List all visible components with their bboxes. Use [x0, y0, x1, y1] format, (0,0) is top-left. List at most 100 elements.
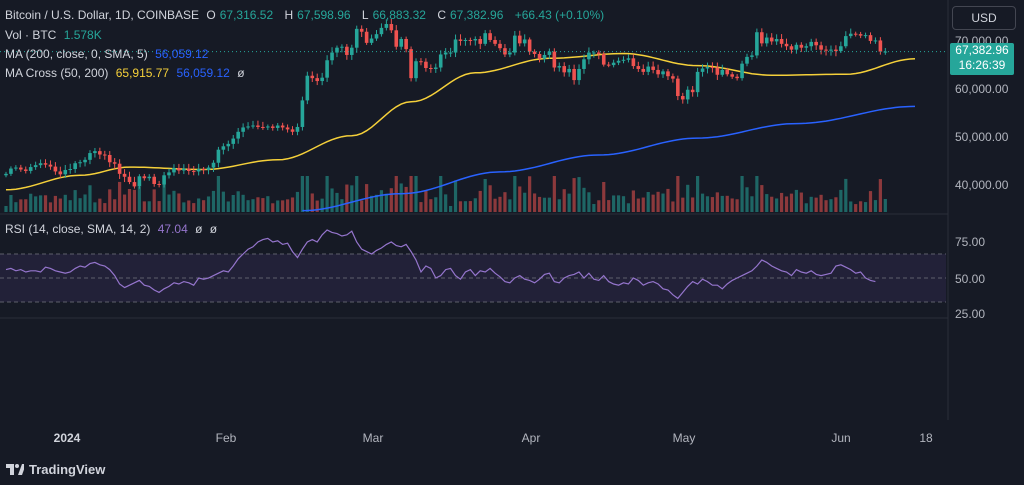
ma-cross-legend[interactable]: MA Cross (50, 200) 65,915.77 56,059.12 ø: [5, 66, 245, 80]
volume-bar: [661, 193, 665, 212]
ma200-legend[interactable]: MA (200, close, 0, SMA, 5) 56,059.12: [5, 47, 209, 61]
candle-body: [705, 67, 710, 69]
rsi-legend[interactable]: RSI (14, close, SMA, 14, 2) 47.04 ø ø: [5, 222, 218, 236]
candle-body: [157, 184, 161, 185]
tradingview-logo[interactable]: TradingView: [6, 462, 105, 477]
candle-body: [784, 43, 789, 47]
candle-body: [582, 59, 586, 69]
candle-body: [122, 173, 127, 177]
volume-bar: [809, 196, 813, 212]
candle-body: [364, 31, 369, 43]
volume-bar: [429, 199, 433, 212]
volume-bar: [271, 203, 275, 212]
candle-body: [448, 52, 453, 54]
candle-body: [715, 67, 720, 75]
volume-bar: [98, 198, 102, 212]
candle-body: [285, 127, 290, 130]
candle-body: [38, 163, 43, 166]
high-value: 67,598.96: [297, 8, 351, 22]
candle-body: [23, 169, 28, 171]
candle-body: [191, 170, 196, 172]
volume-bar: [38, 195, 43, 212]
candle-body: [631, 58, 636, 67]
candle-body: [83, 159, 87, 163]
time-tick: Apr: [521, 431, 541, 445]
candle-body: [513, 35, 517, 53]
currency-button[interactable]: USD: [952, 6, 1016, 30]
volume-bar: [202, 200, 206, 212]
na-icon: ø: [195, 222, 203, 236]
candle-body: [93, 151, 97, 154]
candle-body: [779, 39, 784, 44]
volume-bar: [621, 196, 626, 212]
volume-bar: [755, 176, 759, 212]
candle-body: [621, 59, 626, 61]
time-tick: 2024: [53, 431, 81, 445]
volume-bar: [498, 196, 502, 212]
volume-bar: [567, 193, 571, 212]
volume-bar: [241, 194, 245, 212]
candle-body: [211, 162, 216, 168]
volume-bar: [330, 188, 334, 212]
volume-bar: [770, 196, 774, 212]
volume-bar: [108, 189, 112, 212]
volume-bar: [449, 206, 453, 212]
candle-body: [73, 163, 77, 170]
candle-body: [340, 46, 344, 48]
price-tick: 40,000.00: [955, 178, 1009, 192]
candle-body: [354, 28, 359, 48]
tradingview-logo-icon: [6, 464, 24, 475]
candle-body: [48, 164, 53, 167]
candle-body: [231, 138, 236, 144]
candle-body: [552, 51, 557, 68]
volume-bar: [374, 194, 379, 212]
candle-body: [587, 52, 591, 60]
candle-body: [78, 162, 82, 164]
candle-body: [325, 60, 329, 78]
candle-body: [310, 75, 315, 79]
ma50-value: 65,915.77: [115, 66, 170, 80]
candle-body: [28, 167, 33, 171]
volume-bar: [799, 192, 803, 212]
volume-bar: [503, 192, 507, 212]
candle-body: [740, 63, 744, 79]
candle-body: [246, 126, 250, 128]
volume-bar: [419, 202, 423, 212]
symbol-title[interactable]: Bitcoin / U.S. Dollar, 1D, COINBASE: [5, 8, 200, 22]
candle-body: [280, 125, 285, 128]
candle-body: [676, 78, 680, 97]
volume-bar: [73, 190, 77, 212]
volume-bar: [700, 193, 705, 212]
candle-body: [844, 36, 848, 47]
volume-bar: [602, 182, 606, 212]
open-value: 67,316.52: [219, 8, 274, 22]
volume-bar: [641, 197, 645, 212]
volume-bar: [528, 176, 532, 212]
volume-bar: [814, 197, 818, 212]
volume-bar: [488, 185, 492, 212]
visibility-icon[interactable]: ø: [237, 66, 245, 80]
candle-body: [9, 168, 13, 174]
volume-legend[interactable]: Vol · BTC 1.578K: [5, 28, 102, 42]
volume-bar: [414, 176, 418, 212]
volume-bar: [226, 201, 230, 212]
volume-bar: [508, 199, 512, 212]
volume-bar: [626, 203, 631, 212]
volume-bar: [532, 193, 537, 212]
candle-body: [468, 39, 473, 41]
volume-bar: [873, 200, 878, 212]
volume-bar: [439, 176, 443, 212]
candle-body: [433, 67, 438, 69]
volume-bar: [849, 201, 853, 212]
volume-bar: [725, 195, 729, 212]
candle-body: [53, 166, 58, 172]
volume-bar: [251, 199, 255, 212]
candle-body: [305, 75, 310, 101]
volume-bar: [19, 199, 23, 212]
volume-value: 1.578K: [63, 28, 102, 42]
candle-body: [804, 46, 809, 48]
candle-body: [162, 175, 166, 185]
volume-bar: [444, 194, 448, 212]
